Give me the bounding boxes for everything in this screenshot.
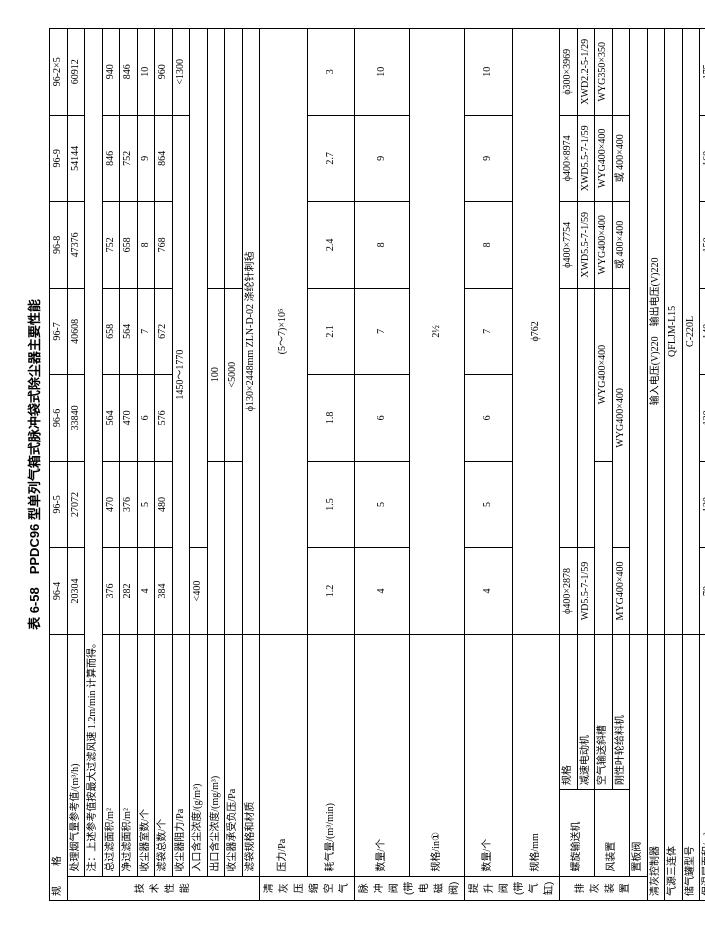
col-h: 96-9 bbox=[50, 115, 68, 202]
note: 注：上述参考值按最大过滤风速 1.2m/min 计算而得。 bbox=[85, 29, 103, 877]
col-h: 96-6 bbox=[50, 375, 68, 462]
side-tech: 技 术 性 能 bbox=[67, 876, 260, 900]
row-lab: 处理烟气量参考值/(m³/h) bbox=[67, 634, 85, 876]
col-h: 96-4 bbox=[50, 548, 68, 635]
spec-heading: 规 格 bbox=[50, 634, 68, 900]
side-air: 清灰压缩空气 bbox=[260, 876, 355, 900]
col-h: 96-8 bbox=[50, 202, 68, 289]
table-title: 表 6-58 PPDC96 型单列气箱式脉冲袋式除尘器主要性能 bbox=[24, 28, 43, 901]
col-h: 96-5 bbox=[50, 461, 68, 548]
col-h: 96-2×5 bbox=[50, 29, 68, 116]
header-row: 规 格 96-4 96-5 96-6 96-7 96-8 96-9 96-2×5 bbox=[50, 29, 68, 901]
spec-table: 规 格 96-4 96-5 96-6 96-7 96-8 96-9 96-2×5… bbox=[49, 28, 705, 901]
col-h: 96-7 bbox=[50, 288, 68, 375]
